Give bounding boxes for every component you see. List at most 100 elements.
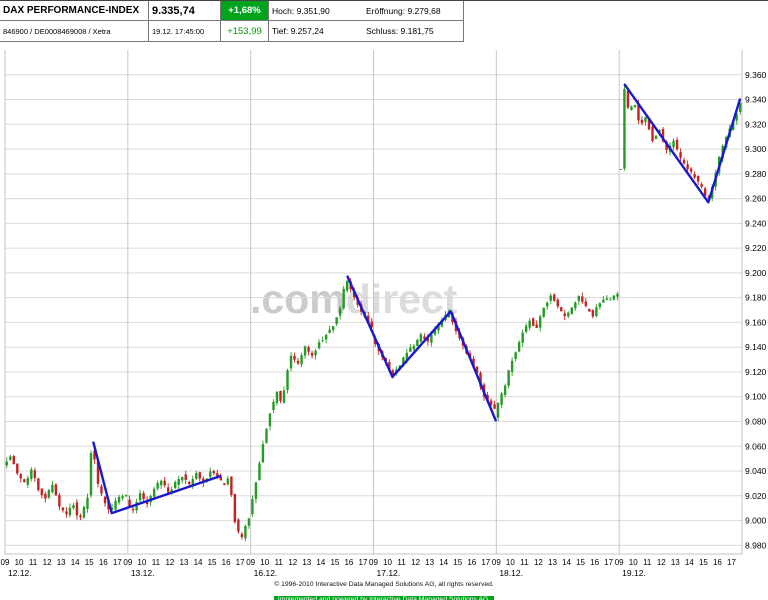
svg-text:13: 13 bbox=[548, 558, 557, 567]
svg-text:11: 11 bbox=[520, 558, 529, 567]
svg-text:9.260: 9.260 bbox=[745, 194, 767, 204]
chart-area: .comdirect 9.360 9.340 9.320 9.300 9.280 9.26… bbox=[0, 42, 768, 584]
svg-text:11: 11 bbox=[29, 558, 38, 567]
svg-text:18.12.: 18.12. bbox=[499, 568, 523, 578]
svg-text:09: 09 bbox=[123, 558, 132, 567]
svg-text:17: 17 bbox=[727, 558, 736, 567]
svg-text:15: 15 bbox=[699, 558, 708, 567]
svg-text:10: 10 bbox=[506, 558, 515, 567]
instrument-title: DAX PERFORMANCE-INDEX bbox=[3, 5, 140, 16]
svg-text:9.220: 9.220 bbox=[745, 243, 767, 253]
hoch-value: 9.351,90 bbox=[296, 5, 330, 16]
svg-text:9.320: 9.320 bbox=[745, 119, 767, 129]
stats-row-top: Hoch: 9.351,90 Eröffnung: 9.279,68 bbox=[269, 1, 463, 21]
chart-footer: © 1996-2010 Interactive Data Managed Sol… bbox=[0, 581, 768, 600]
svg-text:9.180: 9.180 bbox=[745, 293, 767, 303]
svg-text:15: 15 bbox=[85, 558, 94, 567]
svg-text:13: 13 bbox=[425, 558, 434, 567]
instrument-ids: 846900 / DE0008469008 / Xetra bbox=[3, 26, 111, 36]
svg-text:11: 11 bbox=[152, 558, 161, 567]
svg-text:16: 16 bbox=[344, 558, 353, 567]
header-change-cell: +1,68% +153,99 bbox=[220, 1, 268, 41]
svg-text:10: 10 bbox=[383, 558, 392, 567]
tief-label: Tief: bbox=[272, 26, 289, 36]
header-price-cell: 9.335,74 19.12. 17:45:00 bbox=[148, 1, 220, 41]
svg-text:10: 10 bbox=[629, 558, 638, 567]
svg-text:13: 13 bbox=[302, 558, 311, 567]
header-instrument-cell: DAX PERFORMANCE-INDEX 846900 / DE0008469… bbox=[0, 1, 148, 41]
svg-text:9.140: 9.140 bbox=[745, 342, 767, 352]
schluss-value: 9.181,75 bbox=[400, 26, 434, 36]
svg-text:09: 09 bbox=[492, 558, 501, 567]
svg-text:15: 15 bbox=[453, 558, 462, 567]
svg-text:16: 16 bbox=[713, 558, 722, 567]
svg-text:13: 13 bbox=[57, 558, 66, 567]
svg-text:17: 17 bbox=[604, 558, 613, 567]
eroeffnung-stat: Eröffnung: 9.279,68 bbox=[366, 6, 441, 16]
svg-text:09: 09 bbox=[369, 558, 378, 567]
svg-text:12.12.: 12.12. bbox=[8, 568, 32, 578]
watermark-part1: .com bbox=[250, 276, 346, 322]
svg-text:9.000: 9.000 bbox=[745, 516, 767, 526]
change-absolute: +153,99 bbox=[227, 25, 262, 37]
svg-text:12: 12 bbox=[288, 558, 297, 567]
svg-text:15: 15 bbox=[576, 558, 585, 567]
tief-value: 9.257,24 bbox=[290, 26, 324, 36]
window-top-border bbox=[0, 0, 768, 1]
svg-text:11: 11 bbox=[643, 558, 652, 567]
svg-text:9.020: 9.020 bbox=[745, 491, 767, 501]
hoch-label: Hoch: bbox=[272, 5, 295, 16]
eroeffnung-label: Eröffnung: bbox=[366, 5, 406, 16]
chart-header: DAX PERFORMANCE-INDEX 846900 / DE0008469… bbox=[0, 1, 464, 42]
svg-text:17.12.: 17.12. bbox=[377, 568, 401, 578]
last-price-row: 9.335,74 bbox=[149, 1, 220, 21]
hoch-stat: Hoch: 9.351,90 bbox=[272, 6, 366, 16]
svg-text:19.12.: 19.12. bbox=[622, 568, 646, 578]
svg-text:9.340: 9.340 bbox=[745, 95, 767, 105]
instrument-title-row: DAX PERFORMANCE-INDEX bbox=[0, 1, 148, 21]
tief-stat: Tief: 9.257,24 bbox=[272, 26, 366, 36]
instrument-ids-row: 846900 / DE0008469008 / Xetra bbox=[0, 21, 148, 41]
svg-text:11: 11 bbox=[275, 558, 284, 567]
svg-text:9.040: 9.040 bbox=[745, 466, 767, 476]
svg-text:9.300: 9.300 bbox=[745, 144, 767, 154]
svg-text:9.060: 9.060 bbox=[745, 441, 767, 451]
last-price: 9.335,74 bbox=[152, 4, 195, 17]
stats-row-bottom: Tief: 9.257,24 Schluss: 9.181,75 bbox=[269, 21, 463, 41]
svg-text:16.12.: 16.12. bbox=[254, 568, 278, 578]
svg-text:17: 17 bbox=[359, 558, 368, 567]
svg-text:16: 16 bbox=[467, 558, 476, 567]
svg-text:10: 10 bbox=[137, 558, 146, 567]
svg-text:10: 10 bbox=[15, 558, 24, 567]
svg-text:9.240: 9.240 bbox=[745, 218, 767, 228]
svg-text:12: 12 bbox=[657, 558, 666, 567]
quote-timestamp: 19.12. 17:45:00 bbox=[152, 26, 205, 36]
svg-text:09: 09 bbox=[615, 558, 624, 567]
svg-text:9.160: 9.160 bbox=[745, 317, 767, 327]
svg-text:9.280: 9.280 bbox=[745, 169, 767, 179]
svg-text:14: 14 bbox=[71, 558, 80, 567]
svg-text:9.100: 9.100 bbox=[745, 392, 767, 402]
svg-text:13.12.: 13.12. bbox=[131, 568, 155, 578]
svg-text:13: 13 bbox=[671, 558, 680, 567]
svg-text:17: 17 bbox=[481, 558, 490, 567]
svg-text:12: 12 bbox=[411, 558, 420, 567]
powered-by-text: Implemented and powered by Interactive D… bbox=[273, 595, 495, 600]
schluss-label: Schluss: bbox=[366, 26, 399, 36]
svg-text:16: 16 bbox=[590, 558, 599, 567]
svg-text:14: 14 bbox=[562, 558, 571, 567]
svg-text:10: 10 bbox=[260, 558, 269, 567]
svg-text:11: 11 bbox=[397, 558, 406, 567]
timestamp-row: 19.12. 17:45:00 bbox=[149, 21, 220, 41]
eroeffnung-value: 9.279,68 bbox=[407, 5, 441, 16]
svg-text:17: 17 bbox=[113, 558, 122, 567]
svg-text:16: 16 bbox=[99, 558, 108, 567]
change-percent-badge: +1,68% bbox=[221, 1, 268, 21]
copyright-text: © 1996-2010 Interactive Data Managed Sol… bbox=[274, 581, 494, 588]
svg-text:9.080: 9.080 bbox=[745, 416, 767, 426]
svg-text:9.120: 9.120 bbox=[745, 367, 767, 377]
svg-text:14: 14 bbox=[194, 558, 203, 567]
svg-text:12: 12 bbox=[165, 558, 174, 567]
svg-text:14: 14 bbox=[316, 558, 325, 567]
